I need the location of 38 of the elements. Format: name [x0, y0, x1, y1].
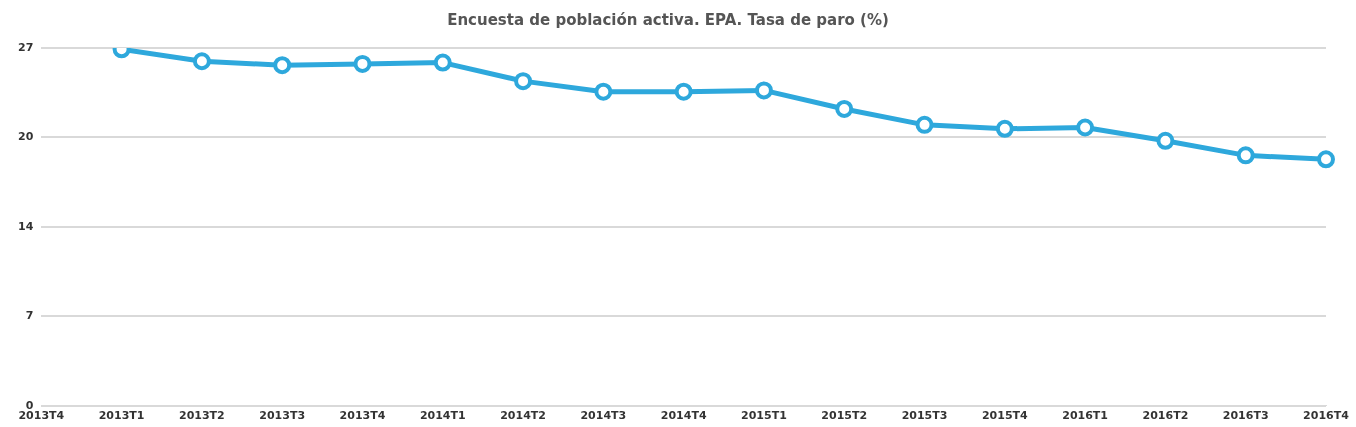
point [1317, 150, 1335, 169]
point [1156, 131, 1175, 150]
x-tick-label: 2016T1 [1062, 409, 1109, 423]
point [995, 119, 1014, 138]
x-tick-label: 2015T4 [981, 409, 1029, 423]
x-tick-label: 2013T2 [179, 409, 225, 423]
x-tick-label: 2016T3 [1222, 409, 1269, 423]
point [192, 52, 211, 71]
x-tick-label: 2013T1 [98, 409, 145, 423]
x-tick-label: 2015T2 [821, 409, 868, 423]
point [754, 81, 773, 100]
point [1236, 146, 1255, 165]
x-tick-label: 2013T3 [259, 409, 306, 423]
point [1076, 118, 1095, 137]
y-tick-label: 14 [18, 219, 34, 233]
x-tick-label: 2013T4 [18, 409, 65, 423]
point [273, 56, 292, 75]
chart-title: Encuesta de población activa. EPA. Tasa de paro (%) [447, 10, 889, 29]
point [594, 82, 613, 101]
x-tick-label: 2016T4 [1303, 409, 1350, 423]
y-tick-label: 7 [25, 309, 34, 323]
x-tick-label: 2015T1 [741, 409, 787, 423]
y-tick-label: 27 [18, 40, 34, 54]
y-tick-label: 20 [18, 130, 34, 144]
point [835, 99, 854, 118]
x-tick-label: 2014T4 [660, 409, 707, 423]
point [674, 82, 693, 101]
point [353, 54, 372, 73]
y-tick-label: 0 [25, 398, 34, 412]
x-tick-label: 2015T3 [901, 409, 948, 423]
x-tick-label: 2014T2 [500, 409, 546, 423]
point [915, 115, 934, 134]
x-tick-label: 2013T4 [339, 409, 386, 423]
x-tick-label: 2014T3 [580, 409, 627, 423]
x-tick-label: 2016T2 [1142, 409, 1189, 423]
point [433, 53, 452, 72]
x-tick-label: 2014T1 [419, 409, 466, 423]
point [514, 72, 533, 91]
